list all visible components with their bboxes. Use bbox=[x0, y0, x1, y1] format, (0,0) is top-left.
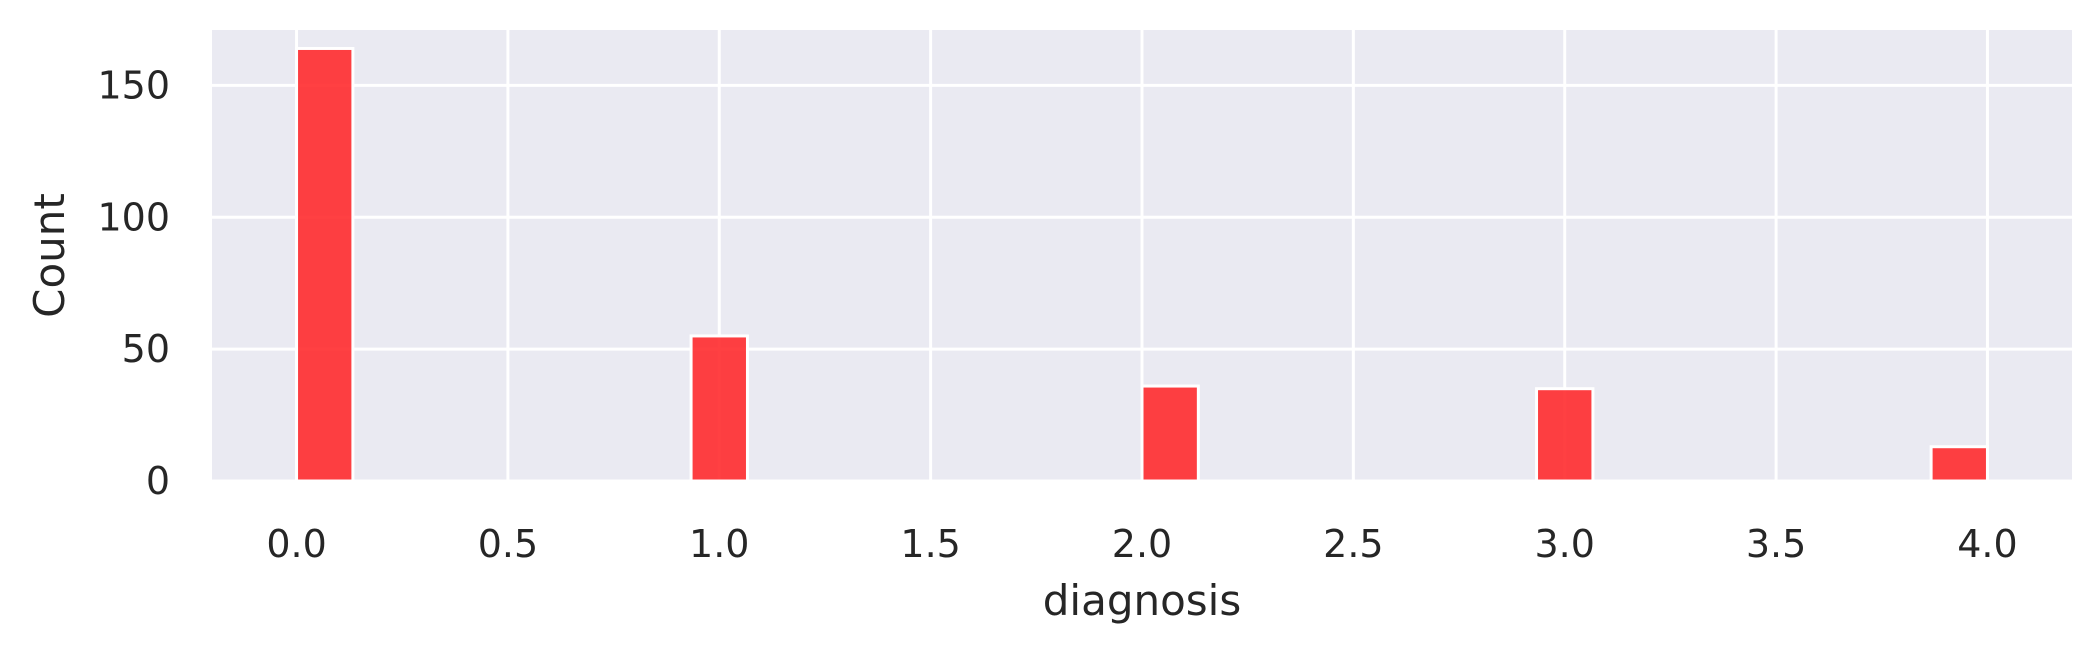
y-tick-label: 0 bbox=[146, 459, 170, 503]
x-tick-label: 1.0 bbox=[689, 522, 749, 566]
bar-0 bbox=[295, 46, 355, 483]
bar-4 bbox=[1929, 445, 1989, 483]
x-axis-label: diagnosis bbox=[1043, 576, 1241, 625]
x-tick-label: 0.5 bbox=[478, 522, 538, 566]
x-tick-label: 2.0 bbox=[1112, 522, 1172, 566]
y-axis-label: Count bbox=[25, 193, 74, 318]
x-tick-label: 0.0 bbox=[266, 522, 326, 566]
x-tick-label: 3.5 bbox=[1746, 522, 1806, 566]
bars bbox=[295, 46, 1989, 483]
bar-1 bbox=[689, 334, 749, 483]
y-tick-label: 50 bbox=[122, 327, 170, 371]
bar-2 bbox=[1140, 384, 1200, 483]
x-tick-label: 3.0 bbox=[1535, 522, 1595, 566]
x-tick-label: 2.5 bbox=[1323, 522, 1383, 566]
y-tick-labels: 0 50 100 150 bbox=[97, 63, 170, 503]
bar-3 bbox=[1535, 387, 1595, 483]
y-tick-label: 100 bbox=[97, 195, 170, 239]
x-tick-labels: 0.0 0.5 1.0 1.5 2.0 2.5 3.0 3.5 4.0 bbox=[266, 522, 2017, 566]
x-tick-label: 4.0 bbox=[1957, 522, 2017, 566]
x-tick-label: 1.5 bbox=[900, 522, 960, 566]
y-tick-label: 150 bbox=[97, 63, 170, 107]
